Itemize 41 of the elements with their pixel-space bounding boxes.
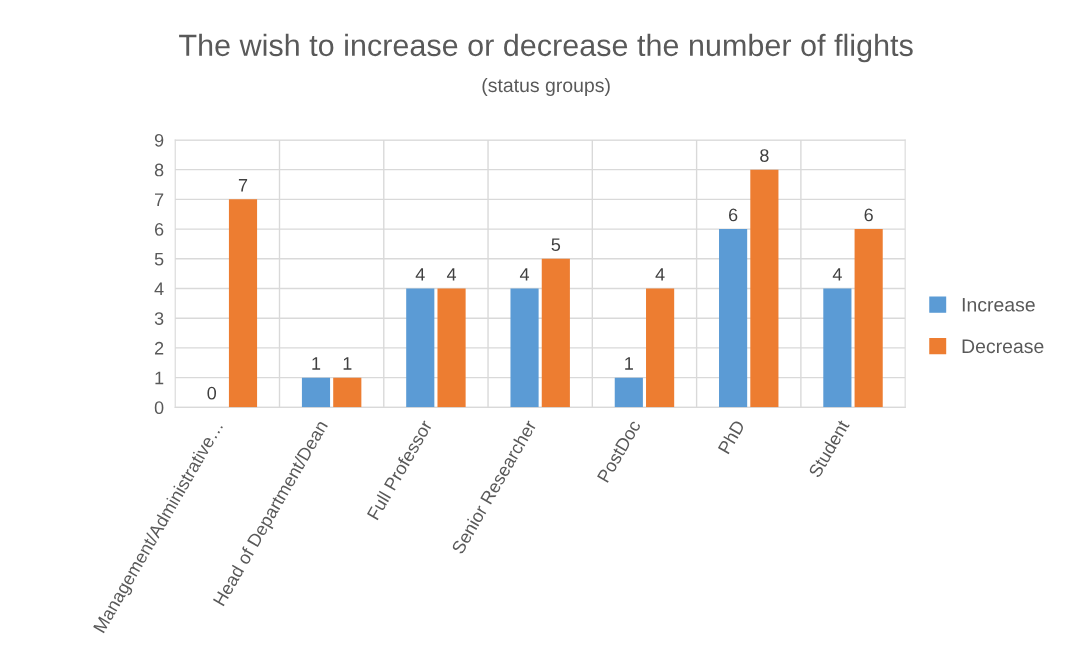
data-label: 7 — [238, 179, 248, 192]
data-label: 4 — [519, 268, 530, 281]
bar — [228, 199, 258, 408]
data-label: 6 — [864, 208, 873, 222]
data-label: 8 — [760, 149, 769, 162]
data-label: 4 — [415, 268, 425, 281]
y-tick-label: 0 — [154, 401, 164, 415]
chart-subtitle: (status groups) — [482, 77, 610, 97]
y-tick-label: 6 — [154, 223, 164, 236]
bar — [719, 229, 748, 408]
bar — [541, 258, 570, 408]
bar — [406, 288, 435, 408]
bar — [333, 377, 362, 408]
bar — [437, 288, 466, 408]
bar — [510, 288, 539, 408]
bar — [854, 229, 883, 408]
data-label: 5 — [551, 238, 561, 252]
data-label: 6 — [728, 208, 738, 222]
data-label: 1 — [343, 357, 352, 370]
bar — [823, 288, 852, 408]
y-tick-label: 5 — [154, 252, 164, 266]
y-tick-label: 8 — [154, 163, 164, 177]
y-tick-label: 7 — [155, 193, 164, 206]
legend-label: Decrease — [962, 339, 1044, 354]
data-label: 1 — [312, 357, 321, 370]
data-label: 4 — [832, 268, 842, 281]
y-tick-label: 2 — [154, 341, 164, 355]
data-label: 1 — [625, 357, 633, 370]
data-label: 0 — [207, 386, 217, 400]
data-label: 4 — [655, 268, 665, 281]
bar — [646, 288, 675, 408]
y-tick-label: 1 — [155, 371, 164, 385]
bar — [750, 169, 779, 408]
y-tick-label: 9 — [154, 133, 164, 147]
y-tick-label: 4 — [154, 282, 164, 296]
y-tick-label: 3 — [154, 312, 164, 325]
bar — [301, 377, 331, 408]
data-label: 4 — [446, 268, 457, 281]
chart-title: The wish to increase or decrease the number of flights — [179, 33, 913, 63]
legend-label: Increase — [962, 298, 1035, 312]
bar — [614, 377, 643, 408]
